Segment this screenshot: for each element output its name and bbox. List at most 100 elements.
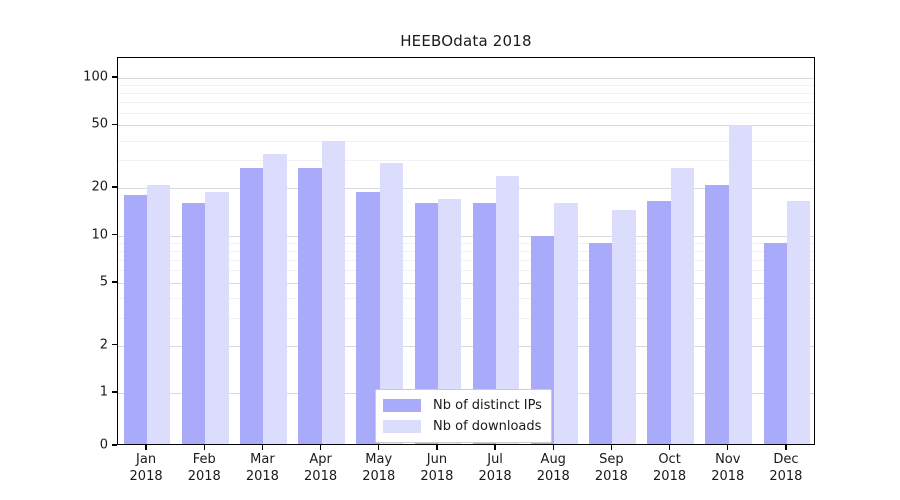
y-tick-label: 100: [83, 69, 108, 85]
x-tick-year: 2018: [711, 468, 745, 484]
plot-axes: [117, 57, 815, 445]
bar-dec-distinct-ips: [763, 242, 787, 444]
chart-legend: Nb of distinct IPs Nb of downloads: [375, 389, 552, 443]
x-tick-mark: [668, 445, 671, 450]
y-tick-label: 10: [91, 227, 108, 242]
x-tick-month: May: [365, 452, 393, 467]
y-tick-label: 2: [99, 337, 108, 353]
gridline-major: [118, 188, 814, 190]
gridline-minor: [118, 160, 814, 162]
x-tick-label: Dec 2018: [769, 452, 802, 485]
x-tick-mark: [494, 445, 496, 450]
x-tick-month: Mar: [250, 452, 275, 467]
legend-label-downloads: Nb of downloads: [433, 419, 542, 434]
bar-mar-downloads: [263, 153, 287, 444]
x-tick-year: 2018: [187, 468, 221, 484]
gridline-minor: [118, 242, 814, 244]
gridline-minor: [118, 298, 814, 300]
x-tick-mark: [727, 445, 729, 450]
x-tick-year: 2018: [129, 468, 163, 484]
bar-jan-downloads: [147, 184, 171, 444]
legend-swatch-downloads: [383, 420, 421, 433]
bar-nov-downloads: [728, 125, 753, 444]
gridline-minor: [118, 140, 814, 142]
x-tick-month: Dec: [773, 452, 799, 467]
y-tick-label: 5: [99, 274, 108, 290]
x-tick-year: 2018: [304, 468, 338, 484]
x-tick-label: Jun 2018: [420, 452, 453, 485]
x-tick-month: Nov: [715, 452, 741, 467]
bar-apr-downloads: [321, 140, 345, 444]
x-tick-label: Oct 2018: [653, 452, 686, 485]
x-tick-month: Apr: [309, 452, 332, 467]
x-tick-mark: [319, 445, 322, 450]
x-tick-label: Nov 2018: [711, 452, 744, 485]
bar-oct-distinct-ips: [647, 201, 671, 444]
gridline-minor: [118, 85, 814, 87]
x-tick-month: Jun: [426, 452, 448, 467]
y-tick-mark: [112, 123, 117, 126]
x-tick-year: 2018: [420, 468, 454, 484]
x-tick-year: 2018: [536, 468, 570, 484]
bar-dec-downloads: [786, 201, 811, 444]
x-tick-mark: [261, 445, 264, 450]
y-tick-label: 20: [91, 179, 108, 195]
bar-oct-downloads: [670, 167, 694, 444]
x-tick-month: Sep: [599, 452, 624, 467]
x-tick-month: Jul: [487, 452, 503, 467]
y-tick-label: 1: [99, 384, 108, 400]
bar-jun-downloads: [437, 199, 462, 444]
x-tick-mark: [145, 445, 147, 450]
x-tick-year: 2018: [594, 468, 628, 484]
y-tick-mark: [112, 281, 117, 283]
y-tick-mark: [112, 343, 117, 346]
bar-feb-downloads: [205, 191, 229, 444]
legend-item-downloads: Nb of downloads: [383, 416, 542, 437]
x-tick-month: Aug: [540, 452, 566, 467]
x-tick-month: Jan: [136, 452, 157, 467]
bar-sep-downloads: [612, 210, 636, 444]
y-tick-label: 0: [99, 437, 108, 453]
gridline-minor: [118, 270, 814, 272]
bar-may-downloads: [379, 162, 404, 444]
x-tick-label: Apr 2018: [304, 452, 337, 485]
bar-apr-distinct-ips: [298, 167, 322, 444]
x-tick-mark: [785, 445, 787, 450]
gridline-minor: [118, 112, 814, 114]
x-tick-label: Aug 2018: [537, 452, 570, 485]
bar-sep-distinct-ips: [589, 242, 613, 444]
x-tick-label: Jan 2018: [130, 452, 163, 485]
plot-area: [118, 58, 814, 444]
bar-jul-distinct-ips: [472, 203, 497, 444]
x-tick-label: Jul 2018: [479, 452, 512, 485]
legend-label-distinct-ips: Nb of distinct IPs: [433, 398, 542, 413]
bar-may-distinct-ips: [356, 191, 380, 444]
gridline-minor: [118, 102, 814, 104]
x-tick-mark: [436, 445, 438, 450]
bar-nov-distinct-ips: [705, 184, 729, 444]
x-tick-year: 2018: [653, 468, 687, 484]
x-tick-label: Sep 2018: [595, 452, 628, 485]
chart-title: HEEBOdata 2018: [400, 32, 532, 50]
bar-jul-downloads: [496, 175, 520, 444]
y-tick-mark: [112, 76, 117, 78]
bar-jan-distinct-ips: [123, 195, 148, 444]
x-tick-year: 2018: [362, 468, 396, 484]
x-tick-label: Feb 2018: [188, 452, 221, 485]
gridline-major: [118, 78, 814, 79]
bar-feb-distinct-ips: [181, 203, 206, 444]
y-tick-mark: [112, 391, 117, 393]
bar-aug-downloads: [554, 203, 578, 444]
gridline-minor: [118, 259, 814, 261]
x-tick-mark: [610, 445, 613, 450]
y-tick-mark: [112, 186, 117, 188]
gridline-major: [118, 345, 814, 347]
x-tick-mark: [203, 445, 205, 450]
legend-item-distinct-ips: Nb of distinct IPs: [383, 395, 542, 416]
gridline-minor: [118, 93, 814, 95]
y-tick-mark: [112, 233, 117, 236]
x-tick-mark: [378, 445, 380, 450]
gridline-major: [118, 282, 814, 284]
x-tick-year: 2018: [245, 468, 279, 484]
gridline-minor: [118, 317, 814, 319]
